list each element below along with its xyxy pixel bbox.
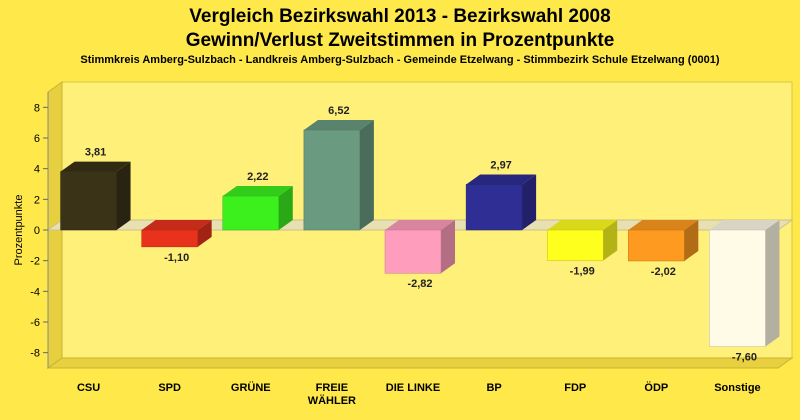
bar-side (359, 120, 374, 230)
bar-top (466, 174, 537, 185)
x-tick-label: ÖDP (644, 381, 668, 394)
plot-floor (46, 357, 794, 369)
bar (384, 220, 455, 274)
bar-front (709, 229, 766, 347)
x-tick-label: DIE LINKE (386, 382, 440, 394)
bar-top (303, 120, 374, 131)
bar-top (385, 220, 455, 230)
bar-value-label: -7,60 (732, 352, 757, 364)
bar-value-label: 3,81 (85, 147, 106, 159)
y-tick-label: 4 (34, 164, 40, 176)
x-tick-label: FREIE (316, 382, 348, 394)
bar-value-label: -2,02 (651, 266, 676, 278)
bar-front (546, 229, 604, 261)
bar (709, 220, 780, 347)
bar-top (141, 220, 212, 230)
bar-value-label: -1,99 (570, 266, 595, 278)
x-tick-label: BP (486, 382, 501, 394)
bar-side (603, 220, 618, 261)
bar-side (522, 174, 537, 230)
chart-title: Vergleich Bezirkswahl 2013 - Bezirkswahl… (189, 6, 611, 27)
bar-value-label: 6,52 (328, 105, 349, 117)
chart-caption: Stimmkreis Amberg-Sulzbach - Landkreis A… (80, 54, 720, 66)
y-tick-label: 2 (34, 194, 40, 206)
bar-side (278, 185, 293, 230)
x-tick-label: GRÜNE (231, 381, 271, 394)
bar (303, 120, 374, 231)
bar-side (684, 220, 699, 261)
bar-top (547, 220, 618, 230)
bar-front (222, 195, 280, 231)
y-tick-label: 8 (34, 102, 40, 114)
bar-top (628, 220, 699, 230)
y-tick-label: -4 (30, 286, 40, 298)
bar-front (141, 229, 198, 248)
y-tick-label: -2 (30, 256, 40, 268)
bar-side (441, 220, 455, 274)
bar (465, 174, 537, 231)
bar-top (60, 161, 131, 172)
bar-side (116, 161, 131, 230)
bar-value-label: -1,10 (164, 252, 189, 264)
bar (60, 161, 131, 231)
bar (628, 220, 699, 262)
y-tick-label: 6 (34, 133, 40, 145)
x-tick-label: CSU (77, 382, 100, 394)
bar-value-label: -2,82 (407, 278, 432, 290)
bar-side (197, 220, 212, 247)
bar (141, 220, 212, 248)
x-tick-label: SPD (158, 382, 181, 394)
bar-front (303, 129, 361, 231)
bar-top (222, 185, 293, 196)
bar-value-label: 2,97 (490, 159, 511, 171)
bar-front (465, 184, 523, 231)
bar-front (384, 229, 442, 274)
y-tick-label: 0 (34, 225, 40, 237)
x-tick-label: Sonstige (714, 382, 760, 394)
y-tick-label: -6 (30, 317, 40, 329)
chart-subtitle: Gewinn/Verlust Zweitstimmen in Prozentpu… (185, 30, 615, 51)
bar-top (709, 220, 780, 230)
x-tick-label: WÄHLER (308, 394, 356, 407)
bar-side (765, 220, 780, 347)
bar-front (628, 229, 685, 262)
x-tick-label: FDP (564, 382, 586, 394)
y-axis-label: Prozentpunkte (13, 195, 25, 266)
bar-value-label: 2,22 (247, 171, 268, 183)
bar (546, 220, 618, 261)
y-tick-label: -8 (30, 348, 40, 360)
bar-front (60, 171, 117, 231)
bar (222, 185, 293, 231)
